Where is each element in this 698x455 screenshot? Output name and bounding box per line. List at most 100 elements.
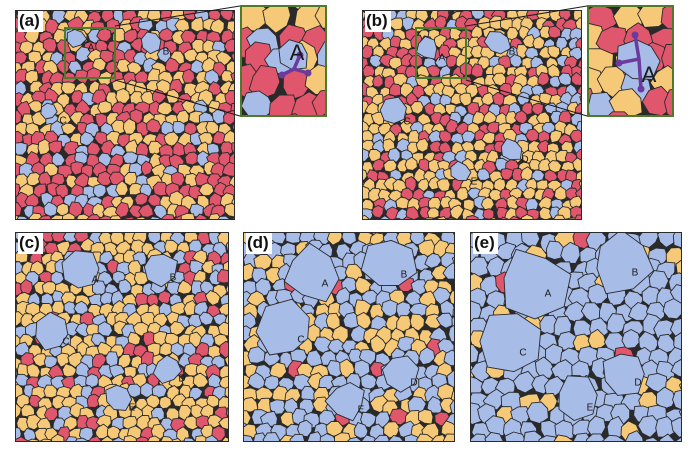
- grain: [624, 430, 644, 441]
- grain: [522, 33, 537, 49]
- growth-arrow-head: [615, 59, 623, 67]
- grain: [587, 328, 608, 350]
- grain: [16, 436, 28, 441]
- panel-label-c: (c): [18, 233, 43, 254]
- grain: [149, 216, 162, 219]
- abnormal-grain: [35, 311, 69, 351]
- grain: [86, 393, 101, 408]
- microstructure-e: [471, 233, 681, 441]
- grain: [227, 429, 228, 440]
- grain: [98, 215, 113, 219]
- grain: [115, 201, 130, 218]
- grain: [465, 215, 479, 219]
- grain: [224, 202, 234, 218]
- grain: [147, 435, 161, 441]
- grain: [221, 161, 234, 177]
- grain: [48, 140, 63, 154]
- grain: [189, 387, 204, 401]
- grain: [192, 372, 209, 388]
- grain: [385, 206, 399, 219]
- abnormal-grain: [278, 39, 308, 70]
- grain: [678, 382, 681, 390]
- panel-d: (d) A B C D E: [243, 232, 455, 442]
- grain: [662, 298, 681, 320]
- grain: [60, 81, 77, 95]
- zoom-box-b: [415, 27, 467, 79]
- grain: [621, 329, 641, 349]
- grain: [660, 7, 672, 33]
- grain: [80, 131, 95, 147]
- growth-arrow-head: [296, 51, 304, 59]
- grain: [575, 120, 581, 134]
- grain: [404, 434, 421, 441]
- grain: [204, 289, 221, 306]
- grain: [471, 256, 489, 277]
- grain: [438, 130, 453, 144]
- grain: [431, 434, 447, 441]
- grain: [164, 57, 180, 74]
- growth-arrow-head: [631, 31, 639, 39]
- grain: [195, 435, 210, 441]
- grain: [163, 131, 180, 148]
- grain: [360, 373, 379, 391]
- abnormal-grain: [479, 313, 542, 373]
- grain: [415, 138, 429, 153]
- grain: [160, 435, 174, 441]
- grain: [263, 375, 280, 391]
- grain: [523, 430, 543, 441]
- grain: [151, 384, 168, 398]
- grain: [379, 215, 390, 219]
- grain: [417, 178, 430, 193]
- grain: [538, 435, 557, 441]
- grain: [208, 213, 222, 219]
- grain: [426, 65, 442, 78]
- grain: [146, 118, 162, 134]
- grain: [549, 129, 563, 144]
- grain: [659, 433, 675, 441]
- grain: [232, 30, 234, 40]
- grain: [371, 158, 385, 172]
- grain: [553, 214, 566, 219]
- grain: [449, 204, 465, 219]
- grain: [194, 213, 208, 219]
- grain: [65, 436, 79, 441]
- grain: [218, 302, 228, 316]
- growth-arrow-head: [304, 69, 312, 77]
- grain: [669, 318, 681, 340]
- grain: [536, 139, 551, 154]
- panel-c: (c) A B C D E: [15, 232, 229, 442]
- grain: [461, 130, 477, 145]
- grain: [436, 178, 451, 193]
- panel-label-e: (e): [473, 233, 498, 254]
- grain: [439, 397, 454, 415]
- grain: [341, 233, 357, 246]
- grain: [87, 293, 103, 307]
- grain: [450, 389, 454, 402]
- grain: [51, 433, 65, 441]
- grain: [207, 414, 222, 428]
- grain: [438, 206, 453, 219]
- abnormal-grain: [61, 250, 100, 289]
- grain: [180, 212, 196, 219]
- grain: [547, 218, 554, 219]
- grain: [55, 183, 69, 199]
- grain: [218, 416, 228, 430]
- grain: [314, 7, 325, 29]
- grain: [426, 207, 440, 219]
- microstructure-c: [16, 233, 228, 441]
- grain: [26, 438, 39, 441]
- grain: [363, 214, 370, 219]
- grain: [86, 214, 102, 219]
- grain: [553, 434, 575, 441]
- grain: [578, 179, 581, 189]
- grain: [97, 321, 114, 337]
- growth-arrow-head: [637, 85, 645, 93]
- grain: [16, 80, 27, 96]
- grain: [99, 291, 113, 306]
- grain: [217, 215, 231, 219]
- grain: [20, 278, 33, 296]
- grain: [389, 17, 404, 31]
- grain: [231, 142, 234, 156]
- grain: [453, 345, 454, 351]
- grain: [504, 431, 526, 441]
